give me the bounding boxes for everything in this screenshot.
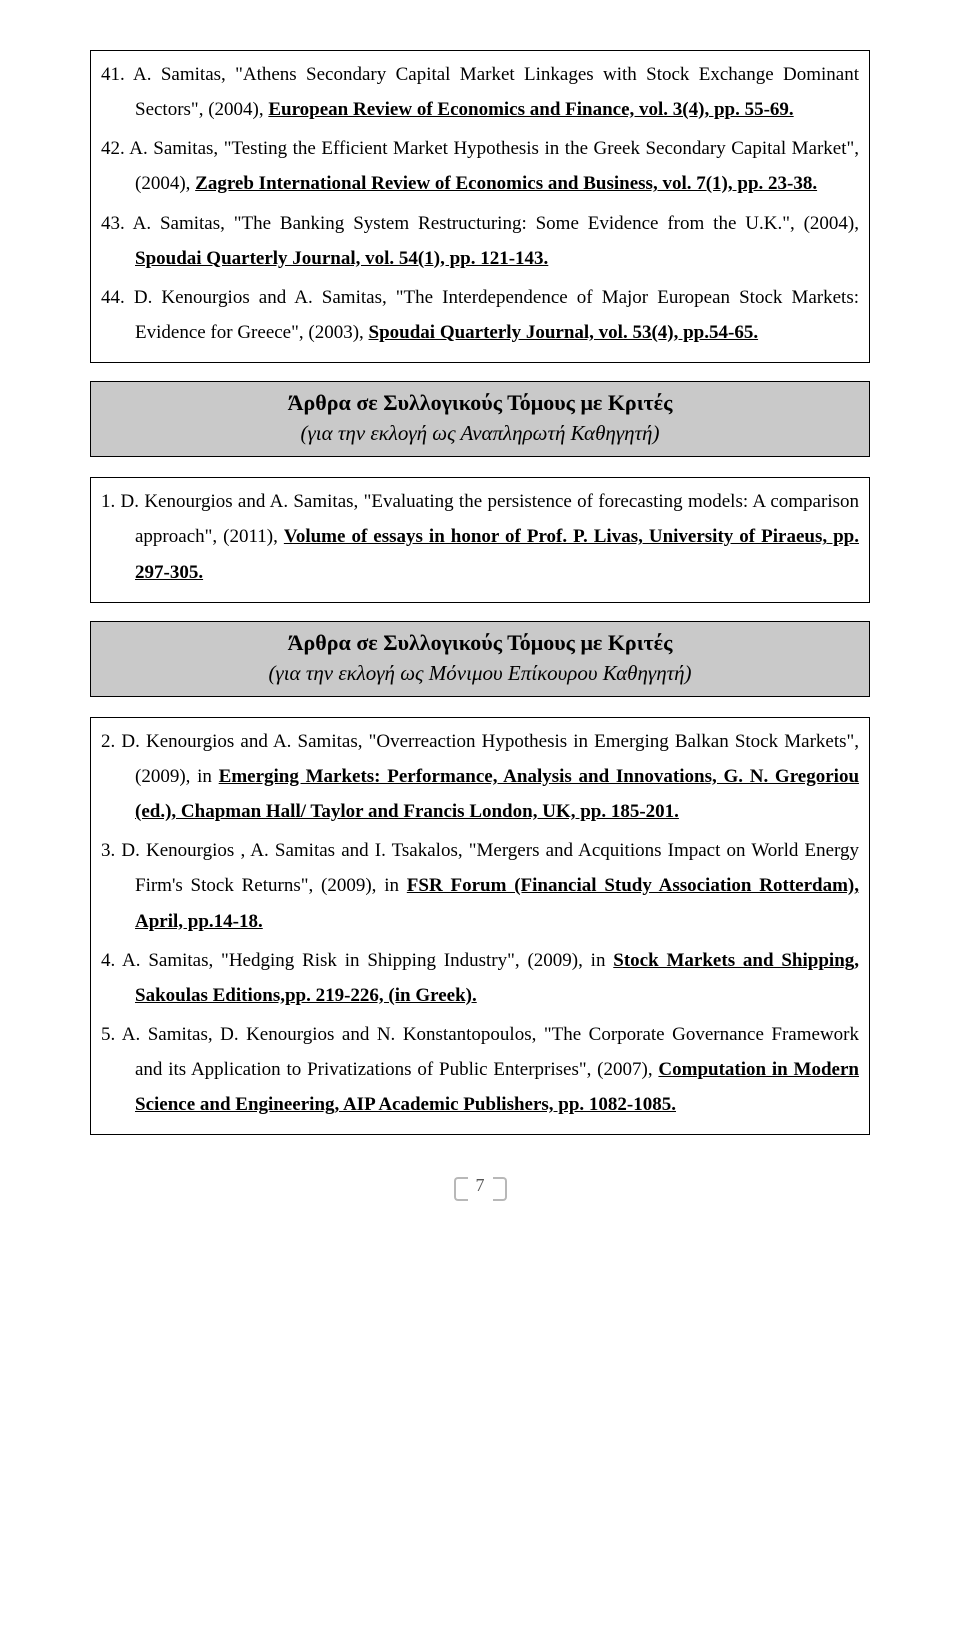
page-number: 7	[454, 1175, 507, 1196]
reference-number: 42.	[101, 138, 129, 159]
reference-entry: 1. D. Kenourgios and A. Samitas, "Evalua…	[101, 484, 859, 589]
reference-entry: 41. A. Samitas, "Athens Secondary Capita…	[101, 57, 859, 127]
reference-number: 41.	[101, 64, 133, 85]
reference-citation: Emerging Markets: Performance, Analysis …	[135, 766, 859, 822]
reference-entry: 2. D. Kenourgios and A. Samitas, "Overre…	[101, 724, 859, 829]
reference-entry: 4. A. Samitas, "Hedging Risk in Shipping…	[101, 943, 859, 1013]
section-header-2: Άρθρα σε Συλλογικούς Τόμους με Κριτές (γ…	[90, 621, 870, 697]
reference-citation: Spoudai Quarterly Journal, vol. 53(4), p…	[369, 322, 759, 343]
reference-number: 3.	[101, 840, 121, 861]
reference-number: 2.	[101, 731, 121, 752]
reference-number: 4.	[101, 950, 122, 971]
reference-entry: 43. A. Samitas, "The Banking System Rest…	[101, 206, 859, 276]
reference-group-b: 1. D. Kenourgios and A. Samitas, "Evalua…	[90, 477, 870, 602]
section-header-1: Άρθρα σε Συλλογικούς Τόμους με Κριτές (γ…	[90, 381, 870, 457]
document-page: 41. A. Samitas, "Athens Secondary Capita…	[0, 0, 960, 1216]
reference-entry: 42. A. Samitas, "Testing the Efficient M…	[101, 131, 859, 201]
reference-number: 1.	[101, 491, 121, 512]
reference-entry: 3. D. Kenourgios , A. Samitas and I. Tsa…	[101, 833, 859, 938]
reference-number: 5.	[101, 1024, 122, 1045]
reference-number: 44.	[101, 287, 134, 308]
section-title: Άρθρα σε Συλλογικούς Τόμους με Κριτές	[101, 628, 859, 659]
reference-citation: Spoudai Quarterly Journal, vol. 54(1), p…	[135, 248, 548, 269]
section-subtitle: (για την εκλογή ως Μόνιμου Επίκουρου Καθ…	[101, 659, 859, 688]
reference-group-a: 41. A. Samitas, "Athens Secondary Capita…	[90, 50, 870, 363]
reference-entry: 44. D. Kenourgios and A. Samitas, "The I…	[101, 280, 859, 350]
section-subtitle: (για την εκλογή ως Αναπληρωτή Καθηγητή)	[101, 419, 859, 448]
reference-group-c: 2. D. Kenourgios and A. Samitas, "Overre…	[90, 717, 870, 1136]
reference-text: A. Samitas, "The Banking System Restruct…	[133, 213, 859, 234]
reference-entry: 5. A. Samitas, D. Kenourgios and N. Kons…	[101, 1017, 859, 1122]
page-number-wrap: 7	[90, 1175, 870, 1196]
reference-number: 43.	[101, 213, 133, 234]
reference-citation: European Review of Economics and Finance…	[268, 99, 793, 120]
reference-citation: Zagreb International Review of Economics…	[195, 173, 817, 194]
reference-text: A. Samitas, "Hedging Risk in Shipping In…	[122, 950, 613, 971]
section-title: Άρθρα σε Συλλογικούς Τόμους με Κριτές	[101, 388, 859, 419]
